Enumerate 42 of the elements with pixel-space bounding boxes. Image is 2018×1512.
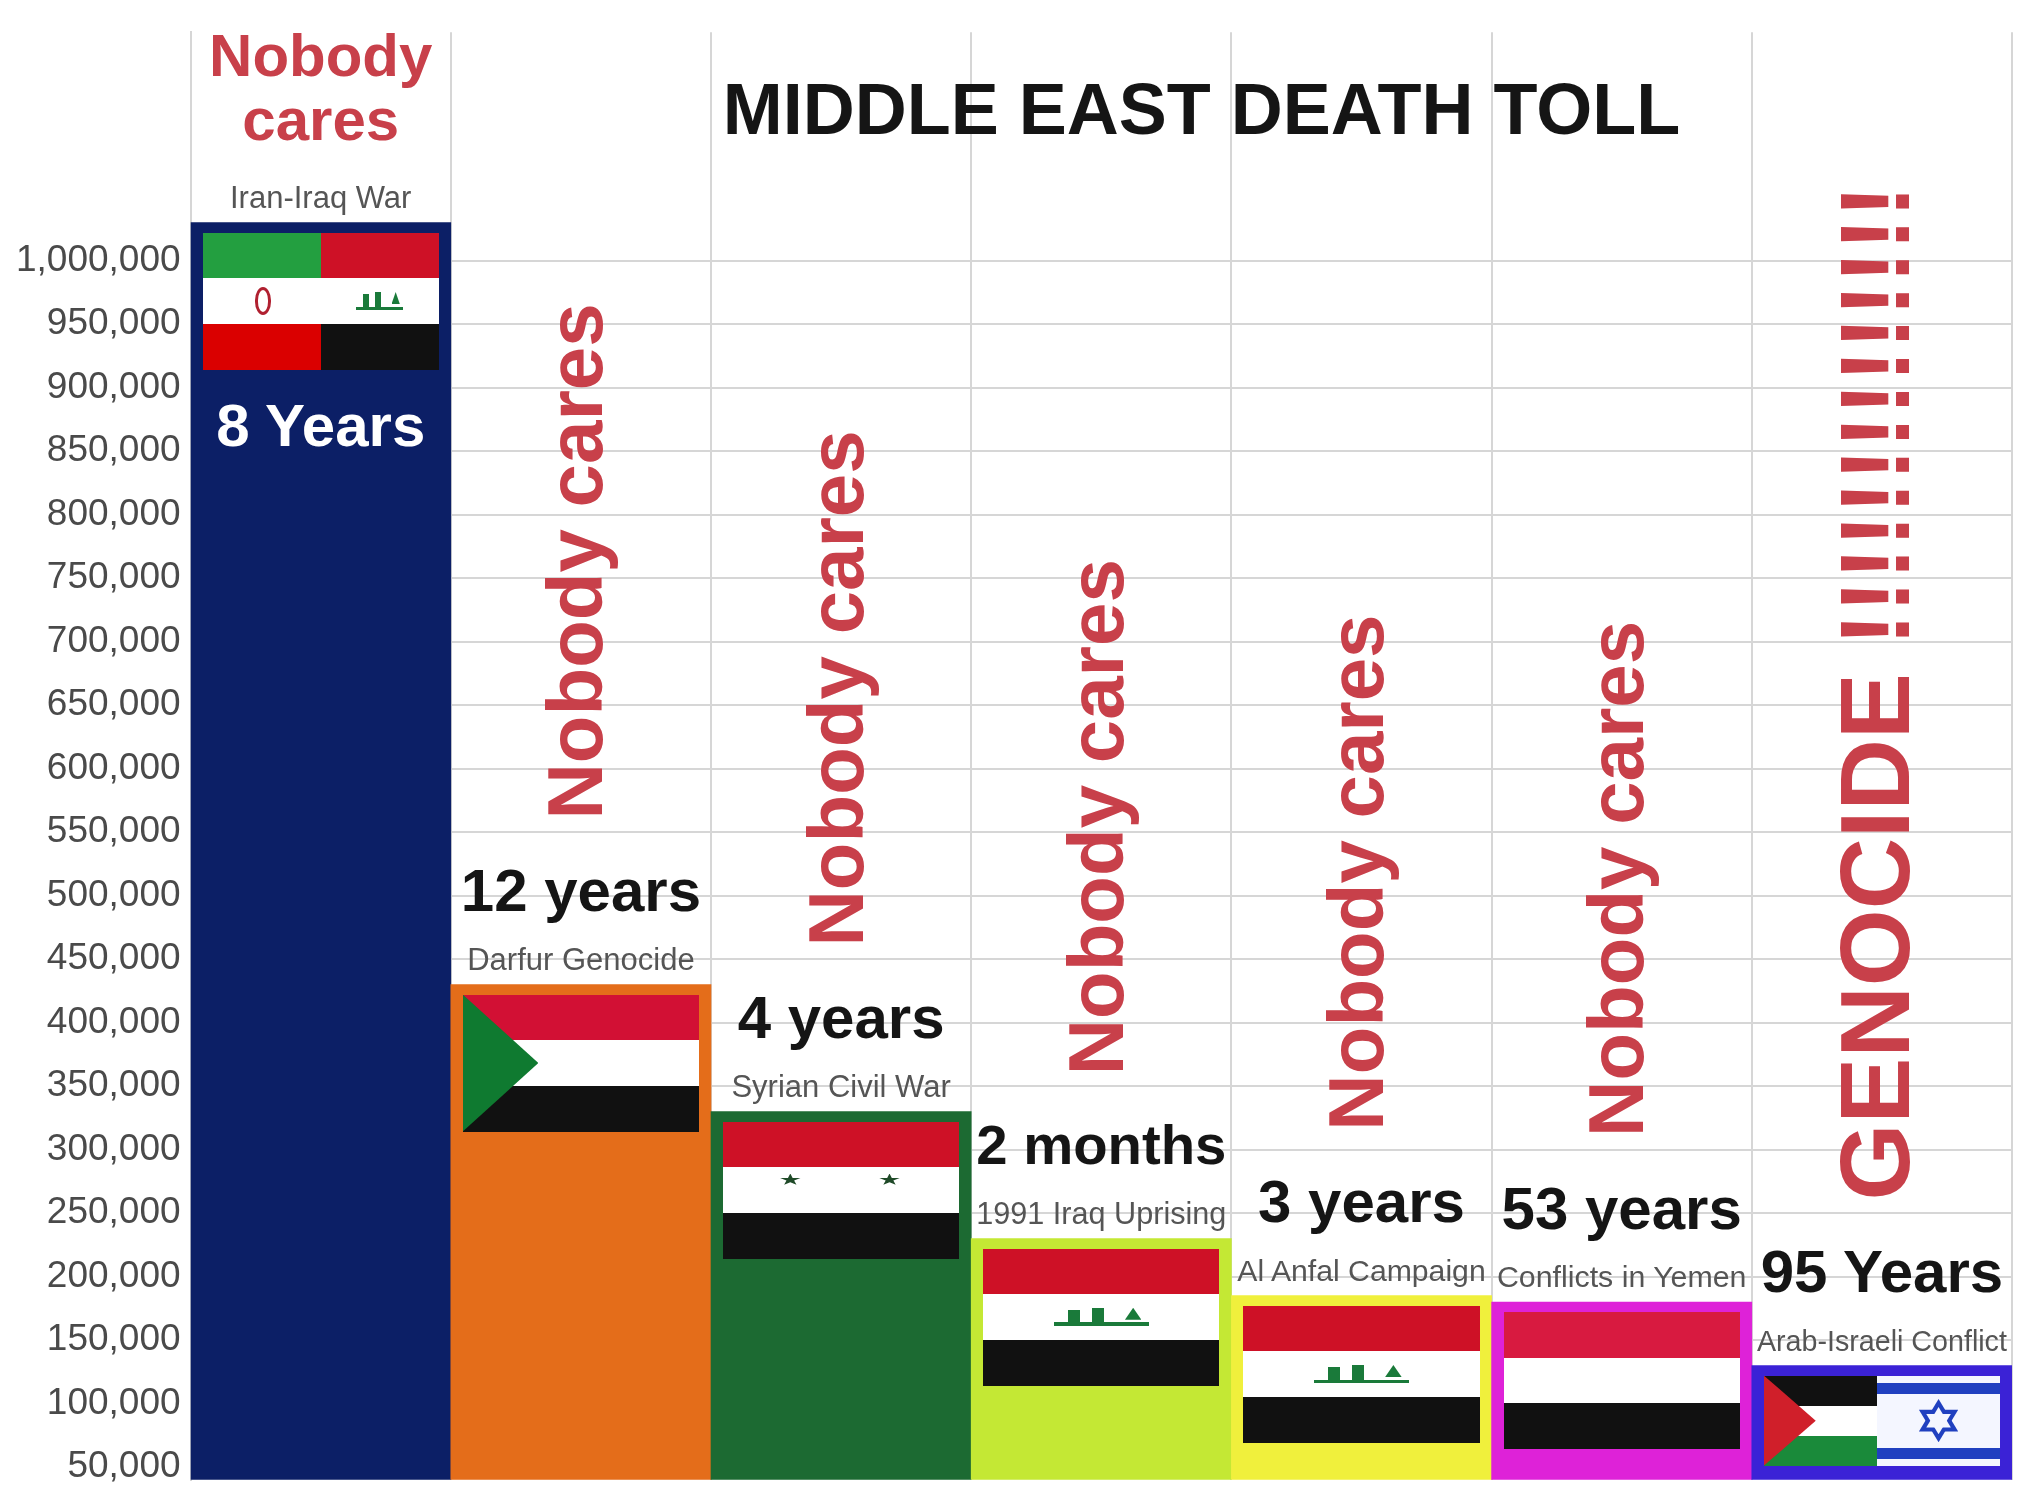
y-tick-label: 650,000	[46, 682, 181, 724]
x-tick-label: Iran-Iraq War	[229, 179, 412, 215]
annotation: Nobody cares	[209, 22, 433, 154]
y-tick-label: 300,000	[46, 1126, 181, 1168]
text: MIDDLE EAST DEATH TOLL	[722, 69, 1681, 150]
annotation: 12 years	[460, 857, 702, 925]
y-tick-label: 850,000	[46, 428, 181, 470]
annotation: Nobody cares	[791, 430, 880, 947]
y-tick-label: 950,000	[46, 301, 181, 343]
y-tick-label: 450,000	[46, 936, 181, 978]
y-tick-label: 750,000	[46, 555, 181, 597]
annotation: 3 years	[1258, 1168, 1465, 1236]
annotation: 8 Years	[216, 392, 426, 460]
annotation: 4 years	[737, 984, 945, 1052]
x-tick-label: Arab-Israeli Conflict	[1756, 1325, 2007, 1358]
y-tick-label: 500,000	[46, 872, 181, 914]
y-tick-label: 150,000	[46, 1317, 181, 1359]
annotation: Nobody cares	[531, 303, 620, 820]
annotation: Nobody cares	[1572, 620, 1661, 1137]
annotation: GENOCIDE !!!!!!!!!!!!!!	[1819, 184, 1931, 1201]
x-tick-label: Al Anfal Campaign	[1237, 1253, 1486, 1287]
y-tick-label: 800,000	[46, 491, 181, 533]
annotation: Nobody cares	[1051, 559, 1140, 1076]
y-tick-label: 900,000	[46, 364, 181, 406]
y-tick-label: 600,000	[46, 745, 181, 787]
y-tick-label: 400,000	[46, 999, 181, 1041]
y-tick-label: 350,000	[46, 1063, 181, 1105]
x-tick-label: Darfur Genocide	[467, 941, 695, 977]
x-tick-label: Conflicts in Yemen	[1496, 1260, 1747, 1294]
y-tick-label: 200,000	[46, 1253, 181, 1295]
x-tick-label: 1991 Iraq Uprising	[976, 1195, 1227, 1231]
x-tick-label: Syrian Civil War	[731, 1068, 951, 1104]
y-tick-label: 550,000	[46, 809, 181, 851]
y-tick-label: 1,000,000	[15, 237, 181, 279]
y-tick-label: 250,000	[46, 1190, 181, 1232]
y-tick-label: 50,000	[67, 1444, 181, 1486]
y-tick-label: 700,000	[46, 618, 181, 660]
annotation: Nobody cares	[1312, 614, 1401, 1131]
annotation: 95 Years	[1760, 1238, 2004, 1306]
annotation: 53 years	[1501, 1174, 1742, 1242]
annotation: 2 months	[976, 1113, 1227, 1177]
y-tick-label: 100,000	[46, 1380, 181, 1422]
